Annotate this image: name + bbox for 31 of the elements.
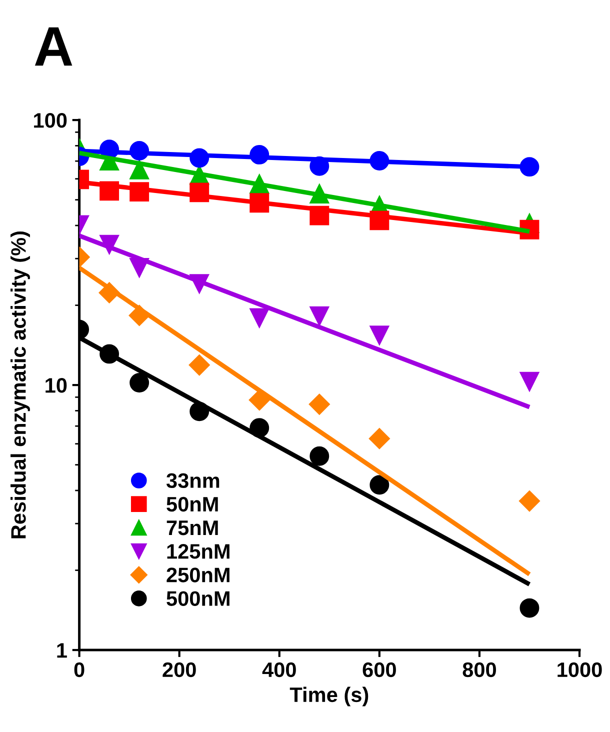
y-tick-label: 100 (34, 113, 67, 128)
point (370, 326, 390, 346)
x-tick-label: 600 (362, 662, 396, 678)
point (188, 354, 210, 376)
x-tick-label: 800 (462, 662, 496, 678)
point (520, 372, 540, 392)
legend-label: 50nM (166, 496, 218, 512)
x-tick-label: 400 (262, 662, 296, 678)
point (308, 394, 330, 415)
point (370, 475, 390, 495)
point (130, 160, 150, 180)
legend-label: 500nM (166, 591, 230, 606)
legend-label: 33nm (166, 473, 220, 488)
point (368, 428, 390, 450)
point (310, 306, 330, 326)
x-axis-title: Time (s) (290, 686, 368, 706)
y-axis-title: Residual enzymatic activity (%) (10, 231, 30, 538)
y-tick-label: 1 (57, 643, 67, 658)
point (520, 598, 540, 618)
legend-label: 125nM (167, 544, 230, 559)
chart-title: A (34, 27, 72, 66)
legend-label: 250nM (166, 568, 230, 582)
point (130, 373, 150, 392)
point (250, 308, 270, 328)
legend-label: 75nM (166, 520, 218, 536)
x-tick-label: 1000 (558, 662, 602, 678)
x-tick-label: 200 (162, 662, 196, 678)
point (310, 446, 330, 466)
y-tick-label: 10 (46, 378, 67, 393)
point (518, 490, 540, 512)
x-tick-label: 0 (74, 662, 84, 678)
